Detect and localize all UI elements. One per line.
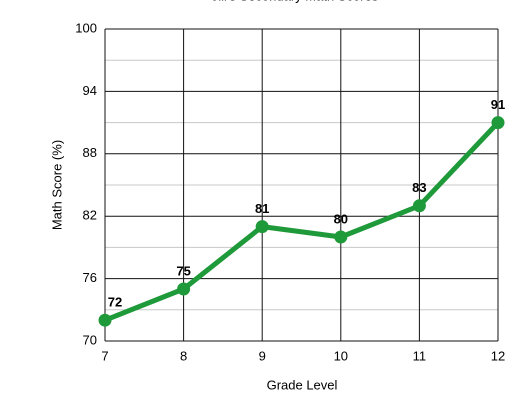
y-tick-label: 94 — [83, 83, 97, 98]
y-tick-label: 88 — [83, 145, 97, 160]
line — [104, 120, 500, 323]
y-tick-label: 82 — [83, 208, 97, 223]
y-tick-label: 70 — [83, 332, 97, 347]
x-axis-label: Grade Level — [267, 377, 338, 392]
x-tick-label: 12 — [491, 348, 505, 363]
y-tick-label: 100 — [75, 20, 97, 35]
data-label: 72 — [108, 295, 122, 310]
x-tick-label: 7 — [101, 348, 108, 363]
data-label: 80 — [334, 211, 348, 226]
point — [255, 220, 269, 234]
y-axis-label: Math Score (%) — [49, 140, 64, 230]
chart-title: Jill's Secondary Math Scores — [212, 0, 379, 3]
point — [412, 199, 426, 213]
x-tick-label: 10 — [334, 348, 348, 363]
data-label: 83 — [412, 180, 426, 195]
data-label: 75 — [176, 263, 190, 278]
data-label: 91 — [491, 97, 505, 112]
y-tick-label: 76 — [83, 270, 97, 285]
data-label: 81 — [255, 201, 269, 216]
point — [491, 116, 505, 130]
point — [177, 282, 191, 296]
point — [98, 313, 112, 327]
x-tick-label: 11 — [413, 348, 427, 363]
x-tick-label: 8 — [180, 348, 187, 363]
point — [334, 230, 348, 244]
x-tick-label: 9 — [259, 348, 266, 363]
